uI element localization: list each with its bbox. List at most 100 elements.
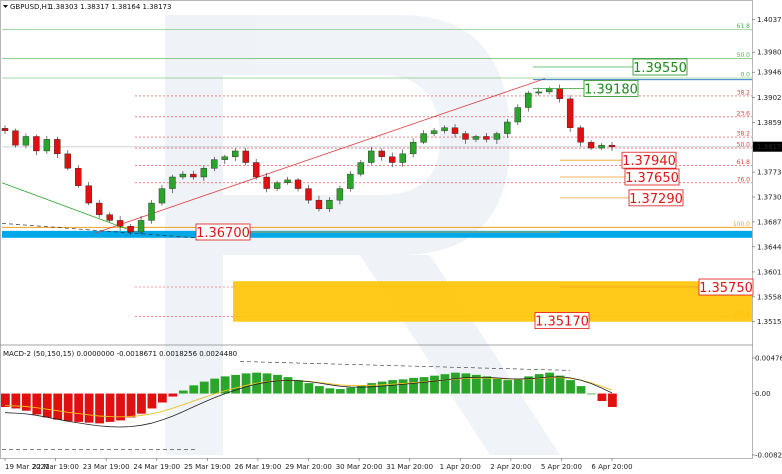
candle-body	[221, 156, 228, 160]
macd-bar	[147, 393, 157, 409]
level-box	[628, 189, 684, 207]
macd-bar	[1, 393, 10, 407]
fib-label: 38.2	[737, 89, 751, 96]
price-tick-label: 1.37735	[757, 169, 782, 177]
candle-body	[242, 150, 249, 163]
candle-body	[556, 88, 563, 100]
level-label: 1.39550	[633, 61, 687, 76]
candle-body	[326, 199, 333, 210]
price-tick-label: 1.35580	[757, 293, 782, 301]
time-tick-label: 31 Mar 20:00	[386, 463, 433, 471]
macd-trendline	[239, 361, 571, 371]
candle-body	[546, 88, 553, 93]
macd-bar	[346, 387, 356, 394]
candle-body	[483, 136, 490, 140]
level-box	[621, 151, 677, 169]
candle-body	[347, 173, 354, 189]
fib-label: 38.2	[737, 131, 751, 138]
candle-body	[1, 128, 9, 131]
candle-body	[85, 185, 92, 204]
time-tick-label: 22 Mar 19:00	[32, 463, 79, 471]
macd-tick-label: 0.00	[755, 390, 771, 398]
candle-body	[64, 153, 71, 169]
candle-body	[106, 214, 113, 221]
fib-label: 61.8	[737, 159, 751, 166]
fib-label: 50.0	[737, 52, 751, 59]
candle-body	[566, 98, 574, 128]
candle-body	[263, 176, 270, 189]
fib-label: 50.0	[737, 142, 751, 149]
fib-label: 76.0	[737, 176, 751, 183]
price-tick-label: 1.37305	[757, 193, 782, 201]
symbol-header: GBPUSD,H1	[10, 3, 51, 11]
candle-body	[127, 226, 134, 233]
fib-label: 100.0	[733, 221, 750, 228]
macd-bar	[21, 393, 31, 411]
candle-body	[493, 133, 501, 140]
fib-label: 61.8	[737, 23, 751, 30]
macd-bar	[545, 372, 555, 394]
candle-body	[608, 144, 616, 148]
candle-body	[315, 199, 323, 210]
candle-body	[587, 142, 595, 149]
macd-bar	[157, 393, 167, 403]
macd-bar	[503, 380, 513, 394]
macd-bar	[608, 393, 617, 407]
macd-main-line	[4, 376, 613, 428]
level-box	[624, 168, 680, 186]
candle-body	[284, 179, 291, 183]
macd-bar	[534, 374, 544, 394]
macd-bar	[482, 376, 492, 394]
macd-bar	[105, 393, 115, 422]
level-label: 1.39180	[584, 82, 638, 97]
macd-bar	[241, 373, 251, 394]
macd-bar	[178, 390, 188, 394]
candle-body	[273, 182, 281, 189]
macd-bar	[398, 379, 408, 394]
price-tick-label: 1.35150	[757, 318, 782, 326]
time-tick-label: 23 Mar 19:00	[83, 463, 130, 471]
time-tick-label: 30 Mar 20:00	[336, 463, 383, 471]
candle-body	[525, 92, 532, 108]
macd-bar	[377, 381, 387, 394]
macd-bar	[587, 393, 596, 395]
macd-bar	[116, 393, 125, 421]
time-tick-label: 24 Mar 19:00	[133, 463, 180, 471]
candle-body	[420, 133, 427, 143]
macd-tick-label: -0.008235	[755, 452, 782, 460]
macd-bar	[53, 393, 63, 420]
level-label: 1.36700	[196, 226, 250, 241]
level-box	[583, 80, 639, 97]
fib-label: 23.6	[737, 110, 751, 117]
candle-body	[54, 139, 61, 155]
candle-body	[399, 153, 406, 163]
candle-body	[504, 121, 511, 134]
time-tick-label: 25 Mar 19:00	[184, 463, 231, 471]
candle-body	[211, 159, 218, 169]
macd-bar	[597, 393, 607, 402]
candle-body	[137, 220, 145, 233]
candle-body	[305, 188, 312, 201]
candle-body	[430, 130, 438, 134]
time-tick-label: 1 Apr 20:00	[440, 463, 481, 471]
macd-bar	[11, 393, 21, 409]
macd-bar	[335, 389, 345, 394]
trend-lines	[1, 78, 752, 239]
level-label: 1.35750	[699, 281, 753, 296]
macd-bar	[262, 373, 272, 394]
candle-body	[535, 91, 542, 94]
candle-body	[158, 188, 166, 204]
green-trendline	[1, 182, 136, 233]
level-labels: 1.39550 1.39180 1.37940 1.37650 1.37290 1.367…	[195, 58, 754, 330]
candle-body	[252, 162, 260, 178]
candle-body	[336, 188, 344, 201]
candle-body	[389, 156, 396, 163]
dropdown-arrow-icon[interactable]	[3, 5, 8, 8]
candle-body	[357, 162, 365, 175]
macd-bar	[168, 393, 178, 397]
candle-body	[598, 144, 605, 149]
target-zone	[233, 281, 752, 322]
candle-body	[441, 127, 448, 131]
candle-body	[33, 136, 40, 152]
